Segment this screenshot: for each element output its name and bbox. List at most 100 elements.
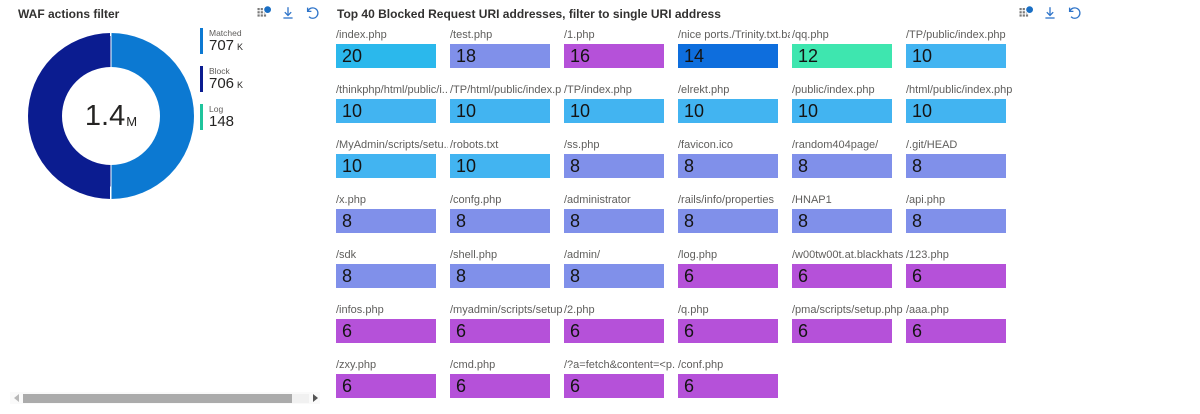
uri-label: /administrator (564, 194, 631, 206)
uri-count-bar: 10 (450, 99, 550, 123)
legend-label: Log (209, 104, 224, 114)
uri-tile[interactable]: /test.php 18 (450, 29, 564, 84)
uri-label: /public/index.php (792, 84, 875, 96)
left-panel-toolbar (256, 5, 320, 21)
uri-tile[interactable]: /log.php 6 (678, 249, 792, 304)
donut-center: 1.4 M (62, 67, 160, 165)
uri-count-bar: 6 (792, 264, 892, 288)
uri-label: /admin/ (564, 249, 601, 261)
legend-swatch-log (200, 104, 203, 130)
uri-label: /index.php (336, 29, 387, 41)
legend-swatch-matched (200, 28, 203, 54)
uri-count: 6 (570, 320, 581, 341)
uri-count: 8 (684, 210, 695, 231)
uri-label: /confg.php (450, 194, 502, 206)
uri-count-bar: 14 (678, 44, 778, 68)
uri-tile[interactable]: /random404page/ 8 (792, 139, 906, 194)
uri-tile[interactable]: /TP/html/public/index.p... 10 (450, 84, 564, 139)
uri-tile[interactable]: /shell.php 8 (450, 249, 564, 304)
uri-tile[interactable]: /x.php 8 (336, 194, 450, 249)
open-in-logs-icon[interactable] (256, 5, 273, 21)
legend-unit: K (237, 42, 244, 52)
uri-count: 8 (570, 265, 581, 286)
uri-tile[interactable]: /myadmin/scripts/setup... 6 (450, 304, 564, 359)
horizontal-scrollbar[interactable] (10, 392, 320, 404)
uri-label: /aaa.php (906, 304, 949, 316)
uri-count-bar: 8 (792, 154, 892, 178)
waf-actions-filter-panel: WAF actions filter (0, 0, 332, 414)
uri-label: /sdk (336, 249, 357, 261)
scroll-left-arrow-icon[interactable] (14, 394, 19, 402)
uri-tile[interactable]: /public/index.php 10 (792, 84, 906, 139)
uri-tile[interactable]: /.git/HEAD 8 (906, 139, 1020, 194)
uri-count: 8 (570, 155, 581, 176)
open-in-logs-icon[interactable] (1018, 5, 1035, 21)
uri-tile[interactable]: /123.php 6 (906, 249, 1020, 304)
uri-count-bar: 10 (450, 154, 550, 178)
uri-tile[interactable]: /?a=fetch&content=<p... 6 (564, 359, 678, 414)
uri-count: 10 (912, 100, 933, 121)
uri-label: /123.php (906, 249, 949, 261)
uri-tile[interactable]: /cmd.php 6 (450, 359, 564, 414)
uri-tile[interactable]: /TP/public/index.php 10 (906, 29, 1020, 84)
uri-tile[interactable]: /favicon.ico 8 (678, 139, 792, 194)
uri-label: /shell.php (450, 249, 498, 261)
uri-count: 10 (912, 45, 933, 66)
uri-tile[interactable]: /rails/info/properties 8 (678, 194, 792, 249)
uri-count-bar: 8 (336, 264, 436, 288)
uri-tile[interactable]: /aaa.php 6 (906, 304, 1020, 359)
uri-tile[interactable]: /nice ports./Trinity.txt.bak 14 (678, 29, 792, 84)
uri-count: 6 (912, 265, 923, 286)
uri-tile[interactable]: /2.php 6 (564, 304, 678, 359)
uri-count-bar: 6 (792, 319, 892, 343)
uri-count: 10 (456, 100, 477, 121)
uri-count: 6 (684, 320, 695, 341)
uri-tile[interactable]: /thinkphp/html/public/i... 10 (336, 84, 450, 139)
uri-tile[interactable]: /administrator 8 (564, 194, 678, 249)
uri-label: /infos.php (336, 304, 384, 316)
scrollbar-thumb[interactable] (23, 393, 292, 403)
uri-tile[interactable]: /api.php 8 (906, 194, 1020, 249)
legend-item-matched: Matched 707 K (200, 28, 243, 55)
uri-tile[interactable]: /w00tw00t.at.blackhats.r... 6 (792, 249, 906, 304)
undo-icon[interactable] (304, 5, 320, 21)
uri-count-bar: 6 (678, 374, 778, 398)
uri-tile[interactable]: /html/public/index.php 10 (906, 84, 1020, 139)
uri-tile[interactable]: /pma/scripts/setup.php 6 (792, 304, 906, 359)
download-icon[interactable] (280, 5, 296, 21)
uri-tile[interactable]: /sdk 8 (336, 249, 450, 304)
uri-tile[interactable]: /robots.txt 10 (450, 139, 564, 194)
uri-count: 10 (456, 155, 477, 176)
uri-tile[interactable]: /infos.php 6 (336, 304, 450, 359)
uri-tile[interactable]: /zxy.php 6 (336, 359, 450, 414)
uri-tile[interactable]: /admin/ 8 (564, 249, 678, 304)
uri-count: 10 (684, 100, 705, 121)
uri-tile[interactable]: /q.php 6 (678, 304, 792, 359)
scrollbar-track[interactable] (23, 393, 309, 403)
undo-icon[interactable] (1066, 5, 1082, 21)
uri-count-bar: 10 (336, 154, 436, 178)
uri-tile[interactable]: /confg.php 8 (450, 194, 564, 249)
waf-actions-donut-chart[interactable]: 1.4 M (28, 33, 194, 199)
legend-label: Matched (209, 28, 242, 38)
uri-label: /test.php (450, 29, 493, 41)
uri-tile[interactable]: /MyAdmin/scripts/setu... 10 (336, 139, 450, 194)
uri-tile[interactable]: /TP/index.php 10 (564, 84, 678, 139)
uri-label: /HNAP1 (792, 194, 832, 206)
uri-tile[interactable]: /ss.php 8 (564, 139, 678, 194)
uri-tile[interactable]: /qq.php 12 (792, 29, 906, 84)
uri-label: /myadmin/scripts/setup... (450, 304, 562, 316)
uri-tile[interactable]: /1.php 16 (564, 29, 678, 84)
scroll-right-arrow-icon[interactable] (313, 394, 318, 402)
uri-count: 6 (798, 265, 809, 286)
uri-tile[interactable]: /index.php 20 (336, 29, 450, 84)
uri-tile[interactable]: /HNAP1 8 (792, 194, 906, 249)
uri-count-bar: 10 (336, 99, 436, 123)
download-icon[interactable] (1042, 5, 1058, 21)
uri-tile[interactable]: /conf.php 6 (678, 359, 792, 414)
uri-count-bar: 10 (792, 99, 892, 123)
uri-count-bar: 8 (906, 154, 1006, 178)
uri-label: /MyAdmin/scripts/setu... (336, 139, 448, 151)
uri-label: /ss.php (564, 139, 600, 151)
uri-tile[interactable]: /elrekt.php 10 (678, 84, 792, 139)
